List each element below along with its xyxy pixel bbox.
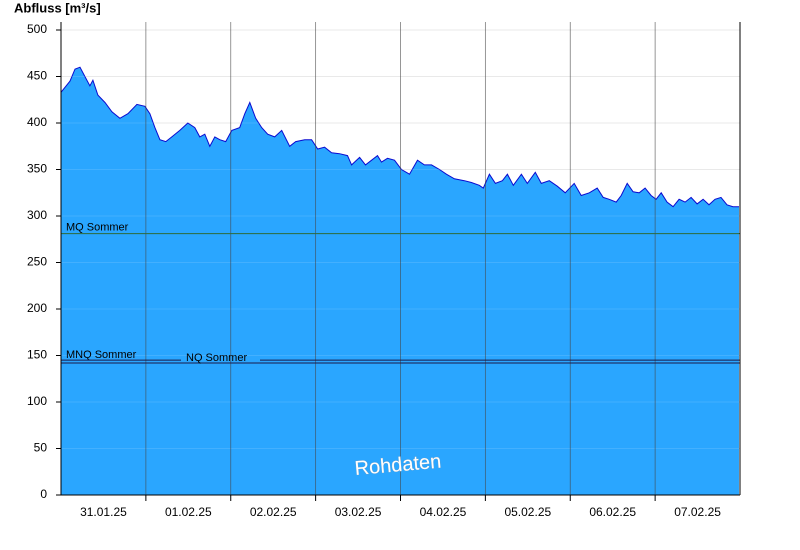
reference-label: MQ Sommer (66, 222, 129, 234)
y-tick-label: 400 (27, 115, 47, 129)
y-tick-label: 150 (27, 348, 47, 362)
area-line (60, 66, 739, 208)
y-tick-label: 0 (40, 487, 47, 501)
x-tick-label: 06.02.25 (589, 505, 636, 519)
y-tick-label: 50 (34, 441, 48, 455)
x-tick-label: 31.01.25 (80, 505, 127, 519)
y-tick-label: 300 (27, 208, 47, 222)
y-tick-label: 350 (27, 162, 47, 176)
y-tick-label: 100 (27, 394, 47, 408)
x-tick-label: 02.02.25 (250, 505, 297, 519)
x-tick-label: 05.02.25 (504, 505, 551, 519)
reference-label: NQ Sommer (186, 352, 247, 364)
y-tick-label: 200 (27, 301, 47, 315)
x-tick-label: 04.02.25 (420, 505, 467, 519)
y-tick-label: 450 (27, 69, 47, 83)
chart-title: Abfluss [m³/s] (14, 0, 101, 15)
y-tick-label: 250 (27, 255, 47, 269)
reference-label: MNQ Sommer (66, 349, 137, 361)
y-tick-label: 500 (27, 22, 47, 36)
x-tick-label: 01.02.25 (165, 505, 212, 519)
area-fill (61, 67, 739, 495)
x-tick-label: 07.02.25 (674, 505, 721, 519)
x-tick-label: 03.02.25 (335, 505, 382, 519)
